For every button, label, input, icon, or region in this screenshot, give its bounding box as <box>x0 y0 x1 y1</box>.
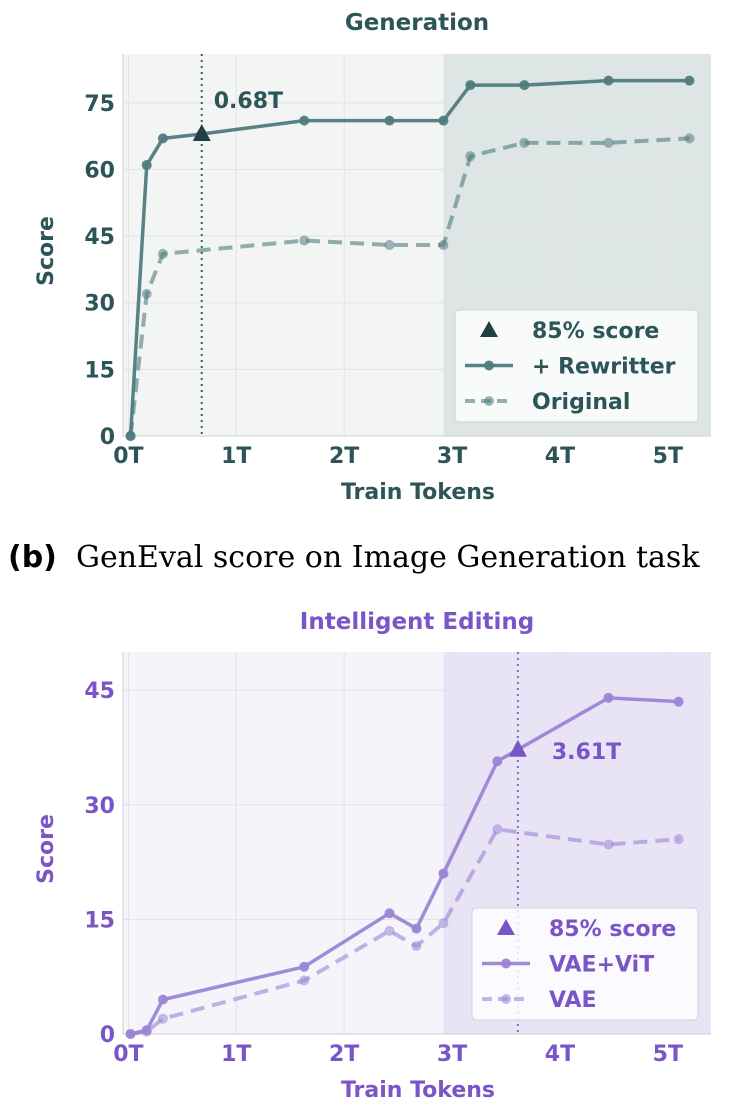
data-point <box>519 80 530 91</box>
series-line-2 <box>130 827 679 1036</box>
data-point <box>299 975 310 986</box>
y-tick-label: 15 <box>84 358 115 383</box>
y-tick-label: 60 <box>84 158 115 183</box>
data-point <box>684 75 695 86</box>
chart-title: Generation <box>345 10 489 36</box>
data-point <box>438 918 449 929</box>
x-tick-label: 0T <box>113 1042 143 1067</box>
caption-label: (b) <box>8 540 57 575</box>
legend-triangle-icon <box>497 919 515 935</box>
data-point <box>684 133 695 144</box>
data-point <box>384 115 395 126</box>
data-point <box>141 1026 152 1037</box>
y-tick-label: 0 <box>100 1023 115 1048</box>
y-tick-label: 30 <box>84 794 115 819</box>
data-point <box>438 115 449 126</box>
data-point <box>299 115 310 126</box>
data-point <box>438 868 449 879</box>
data-point <box>299 235 310 246</box>
data-point <box>411 923 422 934</box>
legend-label: + Rewritter <box>532 355 676 380</box>
x-tick-label: 4T <box>545 444 575 469</box>
figure-caption: (b) GenEval score on Image Generation ta… <box>8 540 700 575</box>
x-tick-label: 2T <box>329 1042 359 1067</box>
y-tick-label: 75 <box>84 92 115 117</box>
data-point <box>157 248 168 259</box>
legend-marker-icon <box>501 958 511 969</box>
x-tick-label: 1T <box>221 1042 251 1067</box>
x-axis-label: Train Tokens <box>341 480 495 505</box>
data-point <box>411 941 422 952</box>
x-tick-label: 4T <box>545 1042 575 1067</box>
marker-85-triangle <box>192 123 211 141</box>
legend: 85% score VAE+ViT VAE <box>471 907 699 1021</box>
data-point <box>673 696 684 707</box>
legend-label: VAE+ViT <box>549 953 654 978</box>
legend-box <box>471 907 699 1021</box>
data-point <box>157 133 168 144</box>
data-point <box>141 288 152 299</box>
data-point <box>465 80 476 91</box>
chart-title: Intelligent Editing <box>300 609 534 635</box>
x-axis-label: Train Tokens <box>341 1078 495 1103</box>
data-point <box>125 431 136 441</box>
x-tick-label: 1T <box>221 444 251 469</box>
legend-label: VAE <box>549 988 597 1013</box>
data-point <box>384 240 395 250</box>
series-line-2 <box>128 136 690 437</box>
data-point <box>603 839 614 850</box>
x-tick-label: 3T <box>437 444 467 469</box>
x-tick-label: 0T <box>113 444 143 469</box>
x-tick-label: 2T <box>329 444 359 469</box>
caption-text: GenEval score on Image Generation task <box>76 540 700 575</box>
y-tick-label: 15 <box>84 908 115 933</box>
data-point <box>465 151 476 162</box>
legend: 85% score + Rewritter Original <box>454 309 699 423</box>
generation-chart: Generation 0T 1T 2T 3T 4T 5T 0 15 30 45 60 75 Train … <box>34 10 711 505</box>
y-tick-label: 0 <box>100 425 115 450</box>
data-point <box>492 756 503 767</box>
data-point <box>492 824 503 835</box>
legend-label: 85% score <box>532 319 659 344</box>
data-point <box>299 961 310 972</box>
x-tick-label: 3T <box>437 1042 467 1067</box>
data-point <box>673 834 684 845</box>
y-tick-label: 30 <box>84 292 115 317</box>
marker-85-triangle <box>508 739 527 757</box>
data-point <box>384 908 395 919</box>
legend-label: 85% score <box>549 917 676 942</box>
legend-marker-icon <box>484 360 494 371</box>
series-line-1 <box>130 696 679 1036</box>
y-axis-label: Score <box>34 216 59 286</box>
data-point <box>125 1029 136 1039</box>
y-tick-label: 45 <box>84 225 115 250</box>
legend-marker-icon <box>484 396 494 406</box>
legend-box <box>454 309 699 423</box>
data-point <box>384 925 395 936</box>
data-point <box>603 75 614 86</box>
data-point <box>157 994 168 1005</box>
legend-label: Original <box>532 390 630 415</box>
legend-triangle-icon <box>480 321 498 337</box>
y-axis-label: Score <box>34 814 59 884</box>
data-point <box>438 240 449 250</box>
data-point <box>157 1013 168 1024</box>
marker-85-label: 3.61T <box>552 740 621 765</box>
x-tick-label: 5T <box>653 444 683 469</box>
data-point <box>141 160 152 171</box>
legend-marker-icon <box>501 994 511 1004</box>
intelligent-editing-chart: Intelligent Editing 0T 1T 2T 3T 4T 5T 0 15 30 45 T… <box>34 609 711 1103</box>
data-point <box>603 137 614 148</box>
marker-85-label: 0.68T <box>214 89 283 114</box>
y-tick-label: 45 <box>84 679 115 704</box>
data-point <box>519 137 530 148</box>
x-tick-label: 5T <box>653 1042 683 1067</box>
data-point <box>603 692 614 703</box>
